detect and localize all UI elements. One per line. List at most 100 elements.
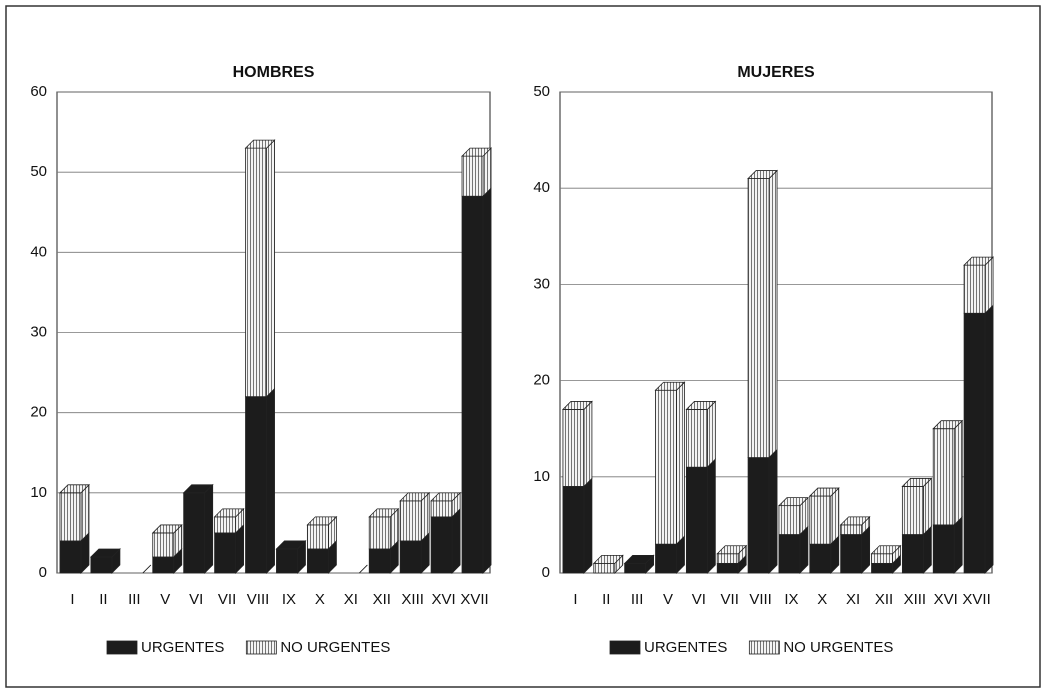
bar <box>932 524 955 574</box>
x-tick-label: XI <box>846 591 860 608</box>
bar-side <box>706 458 716 574</box>
bar-side <box>204 483 214 574</box>
bar-side <box>922 477 932 536</box>
bar <box>932 428 955 526</box>
bar <box>901 486 924 535</box>
bar-top <box>870 545 902 555</box>
bar <box>306 548 329 574</box>
y-tick-label: 40 <box>30 243 47 260</box>
x-tick-label: XVI <box>432 591 456 608</box>
bar <box>399 500 422 542</box>
x-tick-label: II <box>602 591 610 608</box>
bar <box>430 516 453 574</box>
chart-title: HOMBRES <box>233 64 315 81</box>
bar-top <box>461 147 493 157</box>
bar-top <box>839 516 871 526</box>
bar-side <box>984 256 994 315</box>
bar-side <box>830 487 840 546</box>
x-tick-label: XII <box>373 591 391 608</box>
x-tick-label: XIII <box>904 591 927 608</box>
bar-top <box>777 497 809 507</box>
y-tick-label: 30 <box>533 275 550 292</box>
bar <box>276 548 298 574</box>
bar-top <box>592 554 624 564</box>
bar <box>245 396 267 574</box>
bar-top <box>306 516 338 526</box>
bar <box>716 553 739 564</box>
bar-side <box>266 139 275 398</box>
bar <box>778 534 801 574</box>
legend-label: NO URGENTES <box>280 639 390 656</box>
y-tick-label: 50 <box>533 83 550 100</box>
x-tick-label: XVII <box>962 591 990 608</box>
bar-top <box>747 170 779 179</box>
frame <box>5 5 1041 688</box>
y-tick-label: 40 <box>533 179 550 196</box>
bar-side <box>266 387 275 574</box>
bar <box>90 556 113 574</box>
x-tick-label: XI <box>344 591 358 608</box>
x-tick-label: III <box>128 591 141 608</box>
x-tick-label: I <box>70 591 74 608</box>
legend-swatch <box>748 640 780 655</box>
bar-top <box>932 420 964 430</box>
legend-label: URGENTES <box>644 639 727 656</box>
x-tick-label: II <box>99 591 107 608</box>
x-tick-label: VIII <box>247 591 270 608</box>
y-tick-label: 10 <box>533 468 550 485</box>
bar-side <box>359 564 368 574</box>
bar-top <box>89 548 121 558</box>
bar-side <box>953 515 963 574</box>
bar <box>368 516 391 550</box>
legend-label: NO URGENTES <box>783 639 893 656</box>
bar <box>963 312 986 574</box>
x-tick-label: VII <box>218 591 236 608</box>
x-tick-label: VII <box>721 591 739 608</box>
bar-side <box>676 381 685 546</box>
bar <box>840 534 863 574</box>
legend-swatch <box>609 640 641 655</box>
bar-top <box>244 139 276 149</box>
bar-side <box>706 400 716 469</box>
bar-top <box>901 478 933 487</box>
bar <box>183 492 206 574</box>
x-tick-label: VIII <box>749 591 772 608</box>
bar-side <box>142 564 152 574</box>
x-tick-label: XVII <box>460 591 488 608</box>
x-tick-label: VI <box>692 591 706 608</box>
bar-side <box>768 169 778 459</box>
bar <box>655 543 677 574</box>
bar <box>624 562 647 574</box>
bar-top <box>654 381 686 391</box>
x-tick-label: XIII <box>401 591 424 608</box>
bar <box>747 178 770 458</box>
y-tick-label: 60 <box>30 83 47 100</box>
bar <box>245 147 267 398</box>
x-tick-label: X <box>315 591 325 608</box>
bar <box>59 492 82 542</box>
bar <box>809 543 832 574</box>
bar-top <box>182 484 214 494</box>
bar <box>368 548 391 574</box>
bar-side <box>953 419 963 526</box>
bar <box>214 516 237 534</box>
bar-top <box>213 508 245 518</box>
y-tick-label: 30 <box>30 323 47 340</box>
bar <box>685 409 708 468</box>
bar-top <box>368 508 400 518</box>
bar-side <box>482 187 492 574</box>
legend-swatch <box>245 640 277 655</box>
bar-side <box>984 304 994 574</box>
bar <box>214 532 237 574</box>
y-tick-label: 10 <box>30 484 47 501</box>
bar <box>399 540 422 574</box>
bar-top <box>275 540 307 550</box>
legend-label: URGENTES <box>141 639 224 656</box>
bar <box>809 495 832 545</box>
bar <box>562 486 585 574</box>
bar-side <box>583 400 593 488</box>
bar <box>716 562 739 574</box>
bar <box>963 264 986 314</box>
x-tick-label: IX <box>784 591 798 608</box>
